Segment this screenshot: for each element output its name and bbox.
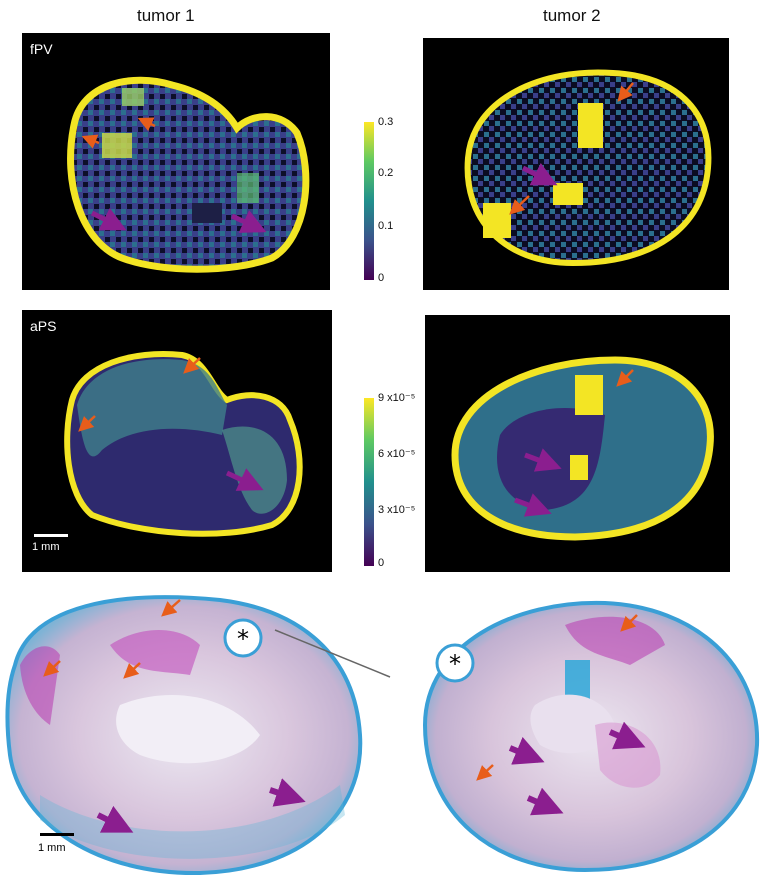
aps-map-tumor-1: aPS 1 mm — [22, 310, 332, 572]
column-title-tumor-1: tumor 1 — [137, 6, 195, 25]
fpv-tick-2: 0.1 — [378, 220, 394, 232]
aps-colorbar — [364, 398, 374, 566]
fpv-tick-3: 0 — [378, 272, 385, 284]
column-title-tumor-2: tumor 2 — [543, 6, 601, 25]
scalebar-label-aps: 1 mm — [32, 541, 60, 553]
aps-map-tumor-2 — [425, 315, 730, 572]
fpv-map-tumor-1: fPV — [22, 33, 330, 290]
fpv-colorbar — [364, 122, 374, 280]
scalebar-aps — [34, 534, 68, 537]
aps-tick-2: 3 x10⁻⁵ — [378, 504, 416, 516]
scalebar-histology — [40, 833, 74, 836]
vessel-marker-1: * — [237, 625, 249, 653]
vessel-marker-2: * — [449, 650, 461, 678]
row-label-fpv: fPV — [30, 41, 53, 57]
histology-tumor-1: * 1 mm — [0, 585, 400, 879]
fpv-map-tumor-2 — [423, 38, 729, 290]
fpv-tick-0: 0.3 — [378, 116, 394, 128]
aps-tick-1: 6 x10⁻⁵ — [378, 448, 416, 460]
row-label-aps: aPS — [30, 318, 57, 334]
aps-tick-0: 9 x10⁻⁵ — [378, 392, 416, 404]
fpv-tick-1: 0.2 — [378, 167, 394, 179]
histology-tumor-2: * — [415, 585, 770, 879]
scalebar-label-histology: 1 mm — [38, 842, 66, 854]
aps-tick-3: 0 — [378, 557, 385, 569]
